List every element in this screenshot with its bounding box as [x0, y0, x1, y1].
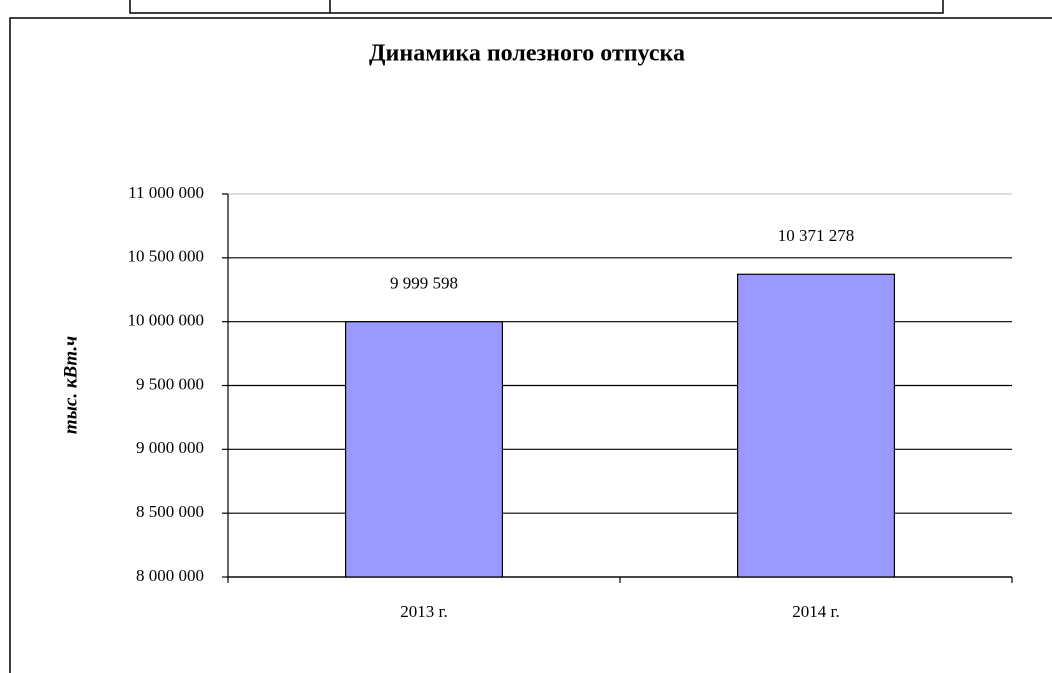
chart-frame [9, 17, 1052, 673]
y-tick-label: 9 500 000 [136, 374, 204, 393]
data-label: 10 371 278 [778, 226, 855, 245]
y-tick-label: 9 000 000 [136, 438, 204, 457]
bar [736, 273, 895, 578]
x-tick-label: 2013 г. [400, 602, 448, 621]
chart-title: Динамика полезного отпуска [369, 41, 685, 67]
table-fragment [129, 0, 944, 14]
y-tick-label: 8 500 000 [136, 502, 204, 521]
y-tick-label: 11 000 000 [128, 183, 204, 202]
data-label: 9 999 598 [390, 274, 458, 293]
y-tick-label: 8 000 000 [136, 566, 204, 585]
y-tick-label: 10 500 000 [128, 247, 205, 266]
bar [345, 321, 504, 578]
x-tick-label: 2014 г. [792, 602, 840, 621]
y-tick-label: 10 000 000 [128, 311, 205, 330]
y-axis-label: тыс. кВт.ч [60, 336, 81, 434]
